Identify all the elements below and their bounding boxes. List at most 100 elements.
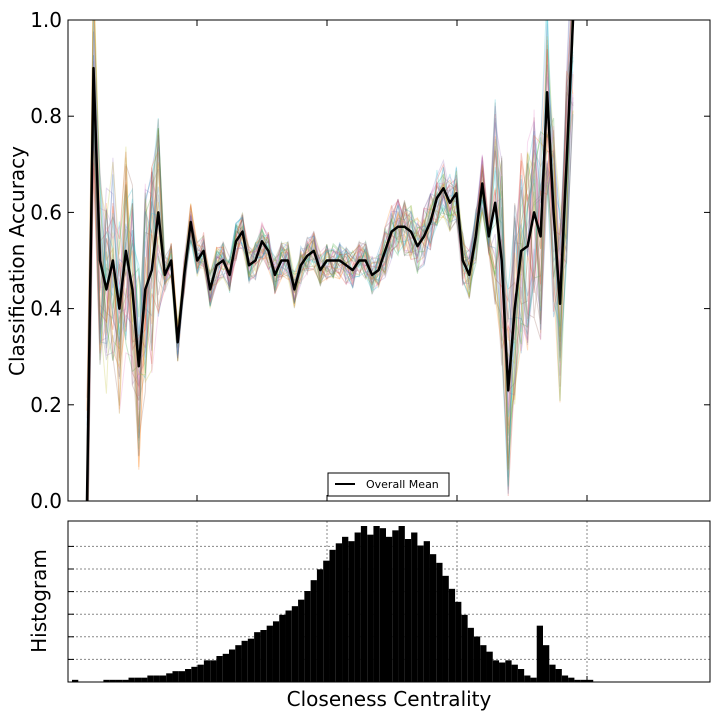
histogram-bar <box>536 625 543 682</box>
histogram-bar <box>411 532 418 682</box>
histogram-bar <box>197 664 204 682</box>
accuracy-plot-area <box>68 20 710 501</box>
histogram-bar <box>222 653 229 682</box>
histogram-bars <box>72 526 594 682</box>
accuracy-y-axis: 0.0 0.2 0.4 0.6 0.8 1.0 <box>30 8 710 513</box>
accuracy-y-tick-label: 0.8 <box>30 104 62 128</box>
histogram-bar <box>323 560 330 682</box>
legend-box <box>327 472 450 497</box>
individual-run-line <box>87 21 574 501</box>
histogram-bar <box>122 679 129 682</box>
histogram-bar <box>480 645 487 682</box>
histogram-plot-border <box>67 520 711 683</box>
histogram-bar <box>241 640 248 682</box>
histogram-bar <box>373 526 380 682</box>
histogram-bar <box>291 606 299 682</box>
histogram-bar <box>260 630 267 682</box>
accuracy-y-tick-label: 0.6 <box>30 200 62 224</box>
histogram-bar <box>348 541 355 682</box>
histogram-bar <box>185 669 192 682</box>
histogram-bar <box>272 621 280 682</box>
histogram-bar <box>360 526 368 682</box>
histogram-bar <box>574 679 581 682</box>
histogram-bar <box>486 651 493 682</box>
histogram-bar <box>543 645 550 682</box>
histogram-bar <box>467 627 474 682</box>
histogram-bar <box>561 675 569 682</box>
histogram-ticks <box>68 545 588 682</box>
histogram-bar <box>417 545 424 682</box>
histogram-bar <box>442 575 449 682</box>
histogram-bar <box>216 656 223 682</box>
accuracy-y-tick-label: 0.2 <box>30 393 62 417</box>
histogram-bar <box>342 536 349 682</box>
histogram-bar <box>524 675 531 682</box>
individual-run-line <box>87 20 570 501</box>
individual-run-line <box>86 20 573 486</box>
individual-run-line <box>87 94 574 501</box>
histogram-bar <box>555 669 562 682</box>
histogram-bar <box>203 660 211 682</box>
histogram-bar <box>517 669 525 682</box>
histogram-bar <box>134 677 142 682</box>
histogram-bar <box>455 601 462 682</box>
histogram-bar <box>586 679 594 682</box>
accuracy-y-tick-label: 0.4 <box>30 297 62 321</box>
histogram-bar <box>511 664 518 682</box>
histogram-bar <box>505 660 512 682</box>
accuracy-y-tick-label: 0.0 <box>30 489 62 513</box>
individual-run-line <box>86 20 572 501</box>
individual-run-line <box>87 54 574 501</box>
accuracy-y-axis-label: Classification Accuracy <box>5 146 29 376</box>
histogram-bar <box>279 614 286 682</box>
histogram-bar <box>229 649 236 682</box>
histogram-bar <box>147 675 154 682</box>
histogram-bar <box>473 636 481 682</box>
histogram-bar <box>172 671 179 682</box>
histogram-bar <box>254 632 261 682</box>
histogram-bar <box>386 536 393 682</box>
histogram-bar <box>461 614 468 682</box>
individual-run-line <box>86 30 574 433</box>
histogram-bar <box>379 528 386 682</box>
histogram-y-axis-label: Histogram <box>27 549 51 653</box>
overall-mean-line <box>85 20 575 501</box>
histogram-bar <box>72 679 79 682</box>
accuracy-y-tick-label: 1.0 <box>30 8 62 32</box>
individual-run-line <box>87 22 574 501</box>
histogram-bar <box>423 541 430 682</box>
individual-run-line <box>86 20 572 501</box>
histogram-bar <box>316 569 324 682</box>
histogram-bar <box>335 543 343 682</box>
individual-run-line <box>86 20 574 427</box>
histogram-bar <box>159 675 167 682</box>
individual-run-line <box>86 37 574 466</box>
histogram-bar <box>266 625 273 682</box>
histogram-bar <box>398 526 405 682</box>
histogram-bar <box>210 660 217 682</box>
individual-run-line <box>87 41 574 501</box>
histogram-bar <box>436 562 443 682</box>
histogram-bar <box>153 675 160 682</box>
individual-run-line <box>86 83 574 455</box>
individual-run-line <box>87 20 574 501</box>
individual-run-line <box>86 20 574 457</box>
individual-run-line <box>87 20 574 501</box>
histogram-bar <box>329 549 336 682</box>
individual-run-line <box>87 20 574 501</box>
individual-run-line <box>87 20 574 501</box>
histogram-bar <box>568 677 575 682</box>
histogram-bar <box>404 539 412 682</box>
histogram-bar <box>310 580 317 682</box>
histogram-chart: Histogram Closeness Centrality <box>27 520 711 711</box>
histogram-bar <box>191 666 198 682</box>
histogram-bar <box>166 673 173 682</box>
individual-run-line <box>87 20 572 501</box>
histogram-bar <box>103 679 110 682</box>
histogram-bar <box>492 660 500 682</box>
legend: Overall Mean <box>327 472 450 497</box>
histogram-bar <box>298 599 305 682</box>
accuracy-x-axis <box>196 20 588 501</box>
histogram-bar <box>304 591 311 682</box>
